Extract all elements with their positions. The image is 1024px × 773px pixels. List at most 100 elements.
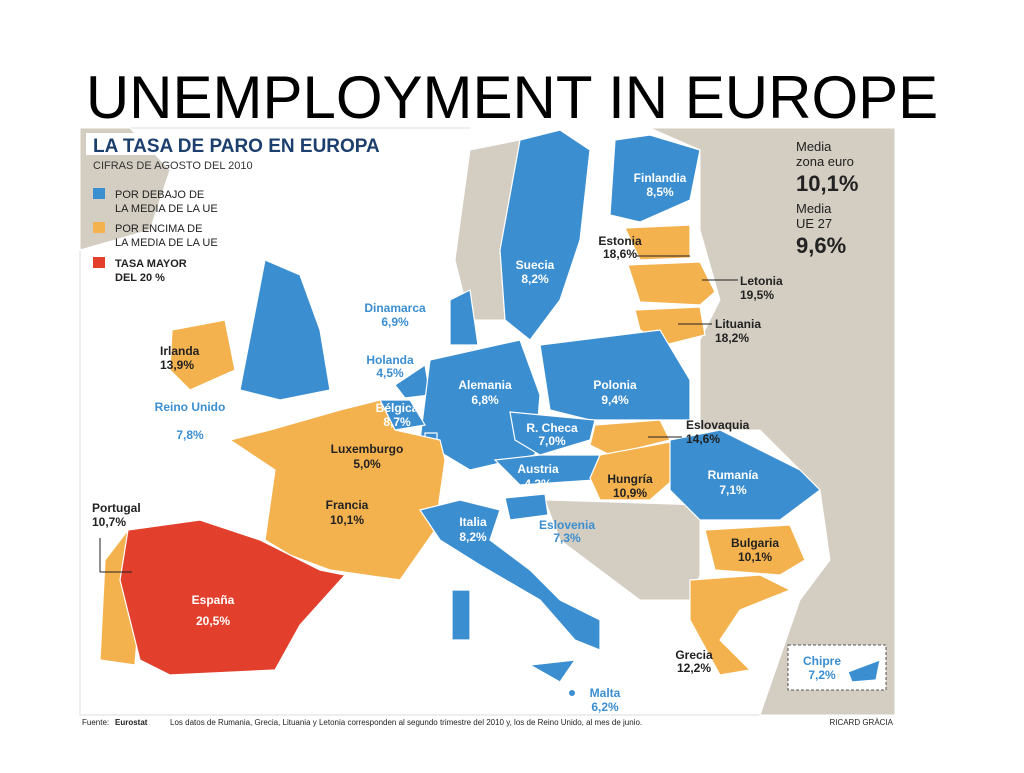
- country-name: Eslovaquia: [686, 418, 750, 432]
- footer-source-label: Fuente:: [82, 718, 109, 727]
- slide-title: UNEMPLOYMENT IN EUROPE: [86, 64, 938, 131]
- country-name: Portugal: [92, 501, 141, 515]
- legend-text: LA MEDIA DE LA UE: [115, 237, 218, 249]
- country-rate: 4,5%: [376, 366, 404, 380]
- country-name: Suecia: [516, 258, 555, 272]
- country-rate: 10,1%: [738, 550, 772, 564]
- country-shape: [847, 659, 881, 683]
- footer-note: Los datos de Rumania, Grecia, Lituania y…: [170, 718, 642, 727]
- country-name: Rumanía: [708, 468, 759, 482]
- country-shape: [451, 589, 471, 641]
- country-name: Estonia: [598, 234, 642, 248]
- country-rate: 18,2%: [715, 331, 749, 345]
- legend-text: POR ENCIMA DE: [115, 223, 202, 235]
- country-name: Lituania: [715, 317, 761, 331]
- country-shape: [689, 574, 792, 676]
- country-shape: [239, 259, 331, 401]
- country-shape: [499, 129, 591, 341]
- country-name: Polonia: [593, 378, 637, 392]
- country-shape: [509, 411, 596, 456]
- country-name: Alemania: [458, 378, 512, 392]
- country-rate: 6,9%: [381, 315, 409, 329]
- title-bg: [86, 133, 456, 155]
- country-name: Bélgica: [376, 401, 419, 415]
- country-shape: [627, 261, 716, 306]
- country-name: Italia: [459, 515, 487, 529]
- legend-text: POR DEBAJO DE: [115, 189, 204, 201]
- country-rate: 8,5%: [646, 185, 674, 199]
- country-shape: [504, 493, 549, 521]
- average-value: 10,1%: [796, 171, 858, 196]
- country-rate: 20,5%: [196, 614, 230, 628]
- country-name: Grecia: [675, 648, 713, 662]
- country-name: Letonia: [740, 274, 783, 288]
- country-name: Finlandia: [634, 171, 687, 185]
- country-rate: 19,5%: [740, 288, 774, 302]
- country-rate: 4,3%: [524, 477, 552, 491]
- country-rate: 14,6%: [686, 432, 720, 446]
- country-rate: 10,7%: [92, 515, 126, 529]
- country-rate: 6,8%: [471, 393, 499, 407]
- country-rate: 7,1%: [719, 483, 747, 497]
- country-name: Bulgaria: [731, 536, 779, 550]
- country-name: Dinamarca: [364, 301, 426, 315]
- legend-swatch: [93, 222, 105, 233]
- country-rate: 8,7%: [383, 415, 411, 429]
- map-title: LA TASA DE PARO EN EUROPA: [93, 136, 380, 157]
- country-rate: 9,4%: [601, 393, 629, 407]
- country-name: Chipre: [803, 654, 841, 668]
- map-subtitle: CIFRAS DE AGOSTO DEL 2010: [93, 160, 253, 172]
- country-shape: [624, 224, 691, 261]
- country-rate: 8,2%: [459, 530, 487, 544]
- countries: [99, 129, 887, 696]
- country-shape: [669, 429, 821, 521]
- country-name: Austria: [517, 462, 559, 476]
- country-name: Malta: [590, 686, 621, 700]
- average-label: Media: [796, 139, 832, 154]
- country-rate: 7,0%: [538, 434, 566, 448]
- country-shape: [419, 499, 601, 651]
- map: LA TASA DE PARO EN EUROPA CIFRAS DE AGOS…: [79, 127, 896, 727]
- country-rate: 8,2%: [521, 272, 549, 286]
- country-name: Francia: [326, 498, 369, 512]
- legend-text: DEL 20 %: [115, 272, 165, 284]
- country-name: Irlanda: [160, 344, 200, 358]
- country-shape: [169, 319, 236, 391]
- country-rate: 12,2%: [677, 661, 711, 675]
- country-rate: 6,2%: [591, 700, 619, 714]
- country-name: España: [192, 593, 235, 607]
- average-value: 9,6%: [796, 233, 846, 258]
- country-name: Eslovenia: [539, 518, 595, 532]
- country-rate: 10,9%: [613, 486, 647, 500]
- legend-text: LA MEDIA DE LA UE: [115, 203, 218, 215]
- country-name: Hungría: [607, 472, 653, 486]
- country-shape: [704, 524, 806, 576]
- legend: POR DEBAJO DE LA MEDIA DE LA UE POR ENCI…: [93, 188, 218, 284]
- country-rate: 10,1%: [330, 513, 364, 527]
- country-shape: [528, 659, 577, 683]
- footer-source: Eurostat: [115, 718, 148, 727]
- averages: Media zona euro 10,1% Media UE 27 9,6%: [796, 139, 858, 258]
- country-rate: 7,8%: [176, 428, 204, 442]
- country-rate: 18,6%: [603, 247, 637, 261]
- country-rate: 5,0%: [353, 457, 381, 471]
- country-shape: [119, 519, 347, 676]
- country-shape: [539, 329, 691, 421]
- average-label: Media: [796, 201, 832, 216]
- country-labels: Finlandia8,5%Suecia8,2%Estonia18,6%Leton…: [92, 171, 841, 714]
- country-shape: [449, 289, 479, 346]
- legend-swatch: [93, 188, 105, 199]
- country-shape: [609, 134, 701, 223]
- legend-swatch: [93, 257, 105, 268]
- country-rate: 13,9%: [160, 358, 194, 372]
- land-east: [470, 127, 896, 716]
- land-iceland: [79, 127, 171, 251]
- legend-text: TASA MAYOR: [115, 258, 187, 270]
- average-label: zona euro: [796, 154, 854, 169]
- country-shape: [569, 690, 575, 696]
- average-label: UE 27: [796, 216, 832, 231]
- country-name: Luxemburgo: [331, 442, 404, 456]
- country-shape: [228, 399, 446, 581]
